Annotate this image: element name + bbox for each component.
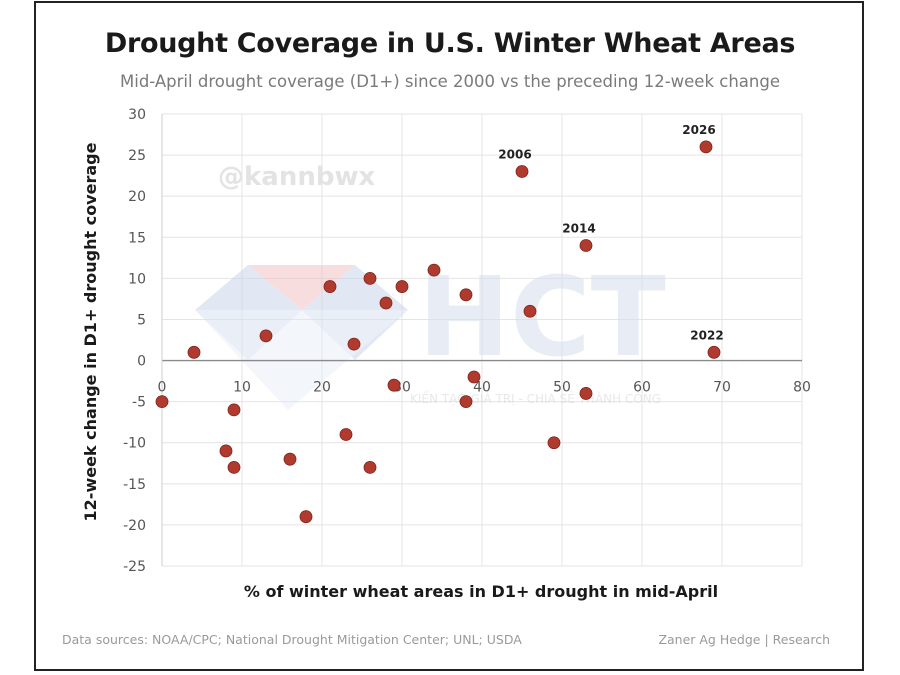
y-tick-label: 30 xyxy=(128,107,146,123)
point-annotation: 2014 xyxy=(562,221,595,235)
labels-layer: 2006 2014 2026 2022 xyxy=(498,123,723,342)
data-point xyxy=(427,263,441,277)
chart-title: Drought Coverage in U.S. Winter Wheat Ar… xyxy=(104,28,796,59)
x-tick-label: 80 xyxy=(793,380,811,396)
data-point xyxy=(387,378,401,392)
data-point xyxy=(347,337,361,351)
y-tick-label: 5 xyxy=(137,312,146,328)
point-annotation: 2026 xyxy=(682,123,715,137)
data-point xyxy=(379,296,393,310)
y-tick-label: 15 xyxy=(128,230,146,246)
data-point xyxy=(283,452,297,466)
y-tick-label: 25 xyxy=(128,148,146,164)
data-point xyxy=(259,329,273,343)
data-point xyxy=(227,460,241,474)
data-point xyxy=(155,395,169,409)
data-point xyxy=(579,387,593,400)
x-tick-label: 70 xyxy=(713,380,731,396)
watermark-diamond-left-icon xyxy=(195,265,302,360)
y-tick-label: -15 xyxy=(123,477,146,493)
chart-frame xyxy=(34,1,864,671)
y-axis-title: 12-week change in D1+ drought coverage xyxy=(81,142,100,521)
x-axis-title: % of winter wheat areas in D1+ drought i… xyxy=(244,582,718,601)
data-point xyxy=(363,271,377,285)
x-tick-label: 10 xyxy=(233,380,251,396)
watermark-tagline: KIẾN TẠO GIÁ TRỊ - CHIA SẺ THÀNH CÔNG xyxy=(410,390,661,406)
data-point xyxy=(547,436,561,450)
point-annotation: 2006 xyxy=(498,148,531,162)
y-tick-label: -10 xyxy=(123,436,146,452)
y-tick-label: -25 xyxy=(123,559,146,575)
point-annotation: 2022 xyxy=(690,328,723,342)
x-tick-label: 0 xyxy=(158,380,167,396)
x-tick-label: 20 xyxy=(313,380,331,396)
x-tick-label: 50 xyxy=(553,380,571,396)
data-point xyxy=(395,280,409,293)
data-point xyxy=(459,395,473,409)
y-tick-label: 20 xyxy=(128,189,146,205)
points-layer xyxy=(155,140,721,524)
data-point xyxy=(219,444,233,458)
data-point xyxy=(323,280,337,293)
data-sources: Data sources: NOAA/CPC; National Drought… xyxy=(62,632,522,647)
credit: Zaner Ag Hedge | Research xyxy=(658,632,830,647)
data-point xyxy=(699,140,713,154)
chart-subtitle: Mid-April drought coverage (D1+) since 2… xyxy=(120,72,780,91)
data-point xyxy=(227,403,241,417)
watermark-handle: @kannbwx xyxy=(218,162,375,192)
data-point xyxy=(339,428,353,441)
y-tick-label: 10 xyxy=(128,271,146,287)
x-tick-label: 40 xyxy=(473,380,491,396)
data-point xyxy=(363,460,377,474)
data-point xyxy=(707,345,721,359)
y-tick-label: -20 xyxy=(123,518,146,534)
y-tick-label: 0 xyxy=(137,354,146,370)
y-tick-label: -5 xyxy=(132,395,146,411)
watermark-triangle-icon xyxy=(248,265,355,310)
data-point xyxy=(523,304,537,318)
data-point xyxy=(467,370,481,384)
data-point xyxy=(187,345,201,359)
x-tick-label: 60 xyxy=(633,380,651,396)
data-point xyxy=(299,510,313,524)
data-point xyxy=(459,288,473,302)
data-point xyxy=(515,165,529,178)
watermark-brand: HCT xyxy=(418,253,666,381)
data-point xyxy=(579,239,593,252)
